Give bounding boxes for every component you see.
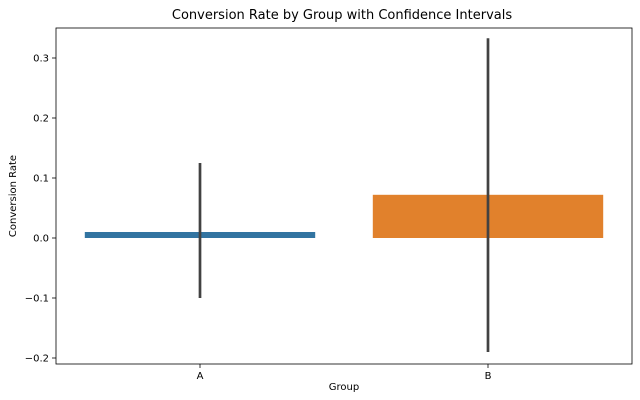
y-tick-label: −0.2 (25, 354, 49, 365)
x-axis-title: Group (329, 382, 359, 393)
plot-area: −0.2 −0.1 0.0 0.1 0.2 0.3 A B (25, 38, 604, 382)
x-tick-label: B (485, 371, 492, 382)
y-axis-title: Conversion Rate (8, 155, 19, 237)
y-tick-label: 0.1 (33, 174, 49, 185)
chart-title: Conversion Rate by Group with Confidence… (172, 8, 512, 23)
y-tick-label: −0.1 (25, 294, 49, 305)
x-tick-label: A (197, 371, 204, 382)
y-tick-label: 0.2 (33, 114, 49, 125)
y-tick-label: 0.3 (33, 54, 49, 65)
plot-frame (55, 27, 633, 365)
y-tick-label: 0.0 (33, 234, 49, 245)
